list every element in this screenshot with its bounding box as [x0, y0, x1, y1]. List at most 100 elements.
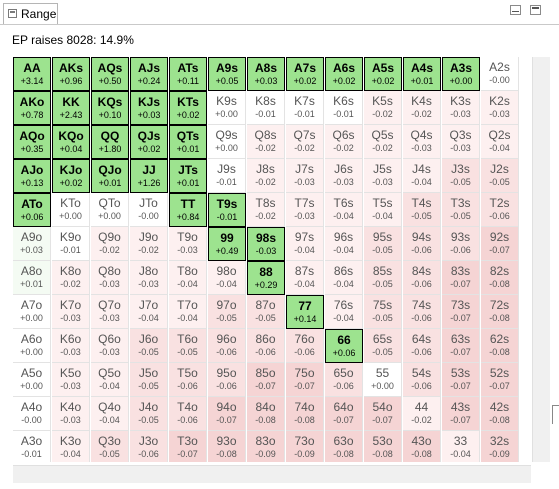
hand-cell[interactable]: A8o +0.01: [13, 261, 51, 295]
hand-cell[interactable]: JTs +0.01: [169, 159, 207, 193]
hand-cell[interactable]: 32s -0.09: [481, 431, 519, 462]
hand-cell[interactable]: JTo -0.00: [130, 193, 168, 227]
hand-cell[interactable]: K8o -0.02: [52, 261, 90, 295]
hand-cell[interactable]: 82s -0.08: [481, 261, 519, 295]
hand-cell[interactable]: A5s +0.02: [364, 57, 402, 91]
hand-cell[interactable]: T8o -0.04: [169, 261, 207, 295]
hand-cell[interactable]: A3o -0.01: [13, 431, 51, 462]
hand-cell[interactable]: K6s -0.01: [325, 91, 363, 125]
hand-cell[interactable]: J9s -0.01: [208, 159, 246, 193]
hand-cell[interactable]: A4o -0.00: [13, 397, 51, 431]
hand-cell[interactable]: A2s -0.00: [481, 57, 519, 91]
hand-cell[interactable]: 85s -0.05: [364, 261, 402, 295]
hand-cell[interactable]: J2s -0.05: [481, 159, 519, 193]
hand-cell[interactable]: 95s -0.05: [364, 227, 402, 261]
hand-cell[interactable]: 84o -0.08: [247, 397, 285, 431]
hand-cell[interactable]: A3s +0.00: [442, 57, 480, 91]
hand-cell[interactable]: Q9s +0.00: [208, 125, 246, 159]
hand-cell[interactable]: 85o -0.07: [247, 363, 285, 397]
hand-cell[interactable]: AA +3.14: [13, 57, 51, 91]
hand-cell[interactable]: K7s -0.01: [286, 91, 324, 125]
hand-cell[interactable]: 98o -0.04: [208, 261, 246, 295]
hand-cell[interactable]: AQs +0.50: [91, 57, 129, 91]
hand-cell[interactable]: T5s -0.04: [364, 193, 402, 227]
hand-cell[interactable]: J7s -0.03: [286, 159, 324, 193]
hand-cell[interactable]: 76s -0.04: [325, 295, 363, 329]
hand-cell[interactable]: 43s -0.07: [442, 397, 480, 431]
hand-cell[interactable]: T5o -0.06: [169, 363, 207, 397]
hand-cell[interactable]: 76o -0.06: [286, 329, 324, 363]
hand-cell[interactable]: K5o -0.03: [52, 363, 90, 397]
hand-cell[interactable]: K4s -0.02: [403, 91, 441, 125]
hand-cell[interactable]: 63o -0.08: [325, 431, 363, 462]
hand-cell[interactable]: KQs +0.10: [91, 91, 129, 125]
minimize-icon[interactable]: [510, 5, 521, 15]
hand-cell[interactable]: ATs +0.11: [169, 57, 207, 91]
hand-cell[interactable]: 86o -0.06: [247, 329, 285, 363]
hand-cell[interactable]: 94s -0.06: [403, 227, 441, 261]
hand-cell[interactable]: Q5s -0.02: [364, 125, 402, 159]
hand-cell[interactable]: J6o -0.05: [130, 329, 168, 363]
hand-cell[interactable]: KJs +0.03: [130, 91, 168, 125]
hand-cell[interactable]: A6o +0.00: [13, 329, 51, 363]
hand-cell[interactable]: J3s -0.05: [442, 159, 480, 193]
hand-cell[interactable]: J8o -0.03: [130, 261, 168, 295]
hand-cell[interactable]: 62s -0.08: [481, 329, 519, 363]
hand-cell[interactable]: T4o -0.06: [169, 397, 207, 431]
hand-cell[interactable]: 96s -0.04: [325, 227, 363, 261]
hand-cell[interactable]: 52s -0.07: [481, 363, 519, 397]
hand-cell[interactable]: A6s +0.02: [325, 57, 363, 91]
hand-cell[interactable]: A5o +0.00: [13, 363, 51, 397]
hand-cell[interactable]: K8s -0.01: [247, 91, 285, 125]
hand-cell[interactable]: T6o -0.05: [169, 329, 207, 363]
hand-cell[interactable]: 73o -0.09: [286, 431, 324, 462]
hand-cell[interactable]: Q6o -0.03: [91, 329, 129, 363]
hand-cell[interactable]: 88 +0.29: [247, 261, 285, 295]
hand-cell[interactable]: 72s -0.08: [481, 295, 519, 329]
hand-cell[interactable]: K2s -0.03: [481, 91, 519, 125]
hand-cell[interactable]: 54o -0.07: [364, 397, 402, 431]
hand-cell[interactable]: J9o -0.02: [130, 227, 168, 261]
hand-cell[interactable]: J4o -0.05: [130, 397, 168, 431]
hand-cell[interactable]: QJo +0.01: [91, 159, 129, 193]
hand-cell[interactable]: J5o -0.05: [130, 363, 168, 397]
hand-cell[interactable]: TT +0.84: [169, 193, 207, 227]
hand-cell[interactable]: 99 +0.49: [208, 227, 246, 261]
hand-cell[interactable]: K9s +0.00: [208, 91, 246, 125]
hand-cell[interactable]: JJ +1.26: [130, 159, 168, 193]
hand-cell[interactable]: 53s -0.07: [442, 363, 480, 397]
hand-cell[interactable]: T8s -0.02: [247, 193, 285, 227]
hand-cell[interactable]: 94o -0.07: [208, 397, 246, 431]
hand-cell[interactable]: 33 -0.04: [442, 431, 480, 462]
hand-cell[interactable]: A9o +0.03: [13, 227, 51, 261]
hand-cell[interactable]: 93o -0.08: [208, 431, 246, 462]
hand-cell[interactable]: T9s -0.01: [208, 193, 246, 227]
hand-cell[interactable]: 43o -0.08: [403, 431, 441, 462]
hand-cell[interactable]: 77 +0.14: [286, 295, 324, 329]
hand-cell[interactable]: T3s -0.05: [442, 193, 480, 227]
hand-cell[interactable]: 74s -0.06: [403, 295, 441, 329]
hand-cell[interactable]: J7o -0.04: [130, 295, 168, 329]
horizontal-scrollbar[interactable]: [13, 465, 531, 483]
hand-cell[interactable]: 87o -0.05: [247, 295, 285, 329]
hand-cell[interactable]: 74o -0.08: [286, 397, 324, 431]
hand-cell[interactable]: AKs +0.96: [52, 57, 90, 91]
hand-cell[interactable]: QTo +0.00: [91, 193, 129, 227]
hand-cell[interactable]: J6s -0.03: [325, 159, 363, 193]
vertical-scrollbar[interactable]: [532, 57, 550, 462]
hand-cell[interactable]: Q7s -0.02: [286, 125, 324, 159]
hand-cell[interactable]: K3o -0.04: [52, 431, 90, 462]
hand-cell[interactable]: J4s -0.04: [403, 159, 441, 193]
hand-cell[interactable]: T2s -0.06: [481, 193, 519, 227]
hand-cell[interactable]: K6o -0.03: [52, 329, 90, 363]
hand-cell[interactable]: A8s +0.03: [247, 57, 285, 91]
hand-cell[interactable]: K4o -0.03: [52, 397, 90, 431]
hand-cell[interactable]: A7o +0.00: [13, 295, 51, 329]
hand-cell[interactable]: QTs +0.01: [169, 125, 207, 159]
hand-cell[interactable]: AJo +0.13: [13, 159, 51, 193]
hand-cell[interactable]: K5s -0.02: [364, 91, 402, 125]
hand-cell[interactable]: 75o -0.07: [286, 363, 324, 397]
hand-cell[interactable]: AKo +0.78: [13, 91, 51, 125]
hand-cell[interactable]: 64s -0.06: [403, 329, 441, 363]
hand-cell[interactable]: 73s -0.07: [442, 295, 480, 329]
